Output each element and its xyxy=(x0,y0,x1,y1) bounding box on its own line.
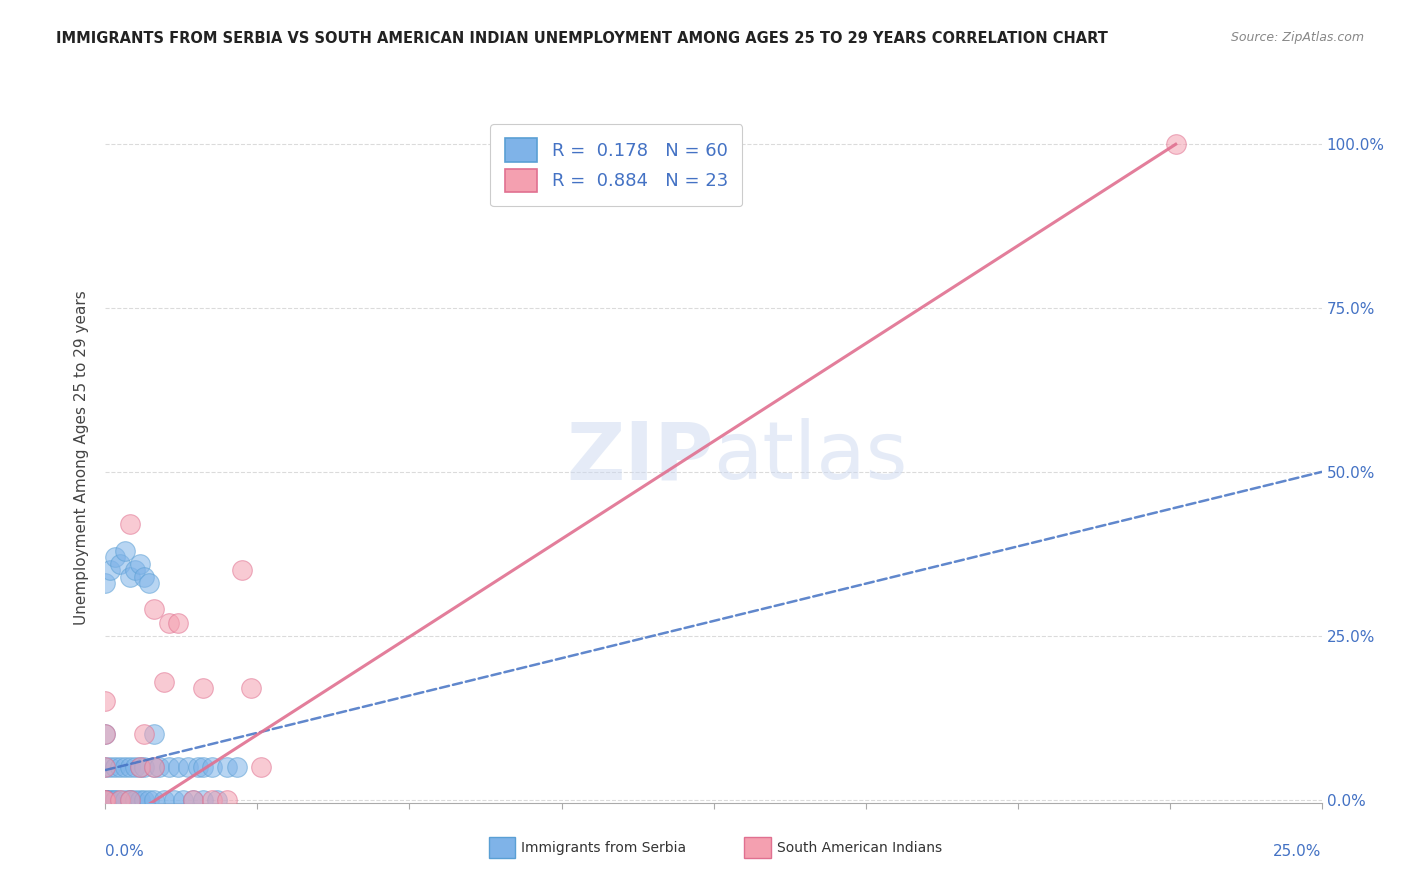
Point xyxy=(94,760,117,774)
Point xyxy=(114,543,136,558)
Point xyxy=(172,792,194,806)
Point xyxy=(138,792,160,806)
Point xyxy=(114,792,136,806)
Point xyxy=(98,563,121,577)
Point xyxy=(128,557,150,571)
Point xyxy=(1164,137,1187,152)
Bar xyxy=(488,838,516,858)
Point xyxy=(118,792,141,806)
Point xyxy=(94,792,117,806)
Point xyxy=(94,694,117,708)
Point xyxy=(134,792,156,806)
Point xyxy=(207,792,229,806)
Point xyxy=(94,792,117,806)
Point xyxy=(98,760,121,774)
Point xyxy=(134,570,156,584)
Point xyxy=(94,792,117,806)
Point xyxy=(250,760,273,774)
Point xyxy=(191,792,214,806)
Text: Immigrants from Serbia: Immigrants from Serbia xyxy=(522,841,686,855)
Point xyxy=(104,792,127,806)
Point xyxy=(118,792,141,806)
Text: 25.0%: 25.0% xyxy=(1274,844,1322,859)
Point xyxy=(134,760,156,774)
Point xyxy=(191,760,214,774)
Point xyxy=(124,760,146,774)
Point xyxy=(94,792,117,806)
Point xyxy=(94,792,117,806)
Point xyxy=(143,760,166,774)
Point xyxy=(231,563,253,577)
Point xyxy=(124,563,146,577)
Point xyxy=(104,792,127,806)
Point xyxy=(104,550,127,565)
Point xyxy=(114,760,136,774)
Text: South American Indians: South American Indians xyxy=(776,841,942,855)
Point xyxy=(217,760,239,774)
Point xyxy=(98,792,121,806)
Point xyxy=(118,792,141,806)
Text: atlas: atlas xyxy=(713,418,908,496)
Point xyxy=(187,760,209,774)
Point xyxy=(148,760,170,774)
Point xyxy=(108,792,131,806)
Point xyxy=(201,760,224,774)
Point xyxy=(143,760,166,774)
Point xyxy=(217,792,239,806)
Point xyxy=(94,792,117,806)
Point xyxy=(108,760,131,774)
Point xyxy=(225,760,247,774)
Point xyxy=(177,760,200,774)
Point xyxy=(94,792,117,806)
Point xyxy=(94,760,117,774)
Point xyxy=(98,792,121,806)
Point xyxy=(94,727,117,741)
Point xyxy=(143,792,166,806)
Point xyxy=(143,602,166,616)
Point xyxy=(181,792,204,806)
Point xyxy=(128,792,150,806)
Text: 0.0%: 0.0% xyxy=(105,844,145,859)
Point xyxy=(157,615,180,630)
Point xyxy=(167,760,190,774)
Point xyxy=(94,792,117,806)
Point xyxy=(108,792,131,806)
Point xyxy=(94,792,117,806)
Point xyxy=(134,727,156,741)
Point xyxy=(167,615,190,630)
Legend: R =  0.178   N = 60, R =  0.884   N = 23: R = 0.178 N = 60, R = 0.884 N = 23 xyxy=(491,124,742,207)
Text: IMMIGRANTS FROM SERBIA VS SOUTH AMERICAN INDIAN UNEMPLOYMENT AMONG AGES 25 TO 29: IMMIGRANTS FROM SERBIA VS SOUTH AMERICAN… xyxy=(56,31,1108,46)
Point xyxy=(143,727,166,741)
Point xyxy=(153,674,176,689)
Point xyxy=(108,557,131,571)
Point xyxy=(240,681,263,695)
Point xyxy=(128,760,150,774)
Bar xyxy=(744,838,770,858)
Point xyxy=(94,576,117,591)
Y-axis label: Unemployment Among Ages 25 to 29 years: Unemployment Among Ages 25 to 29 years xyxy=(75,290,90,624)
Point xyxy=(118,517,141,532)
Point xyxy=(157,760,180,774)
Point xyxy=(124,792,146,806)
Point xyxy=(94,792,117,806)
Point xyxy=(104,760,127,774)
Point xyxy=(128,760,150,774)
Point xyxy=(94,792,117,806)
Point xyxy=(191,681,214,695)
Point xyxy=(118,760,141,774)
Text: Source: ZipAtlas.com: Source: ZipAtlas.com xyxy=(1230,31,1364,45)
Point xyxy=(153,792,176,806)
Point xyxy=(181,792,204,806)
Point xyxy=(94,727,117,741)
Point xyxy=(94,792,117,806)
Text: ZIP: ZIP xyxy=(567,418,713,496)
Point xyxy=(118,570,141,584)
Point xyxy=(201,792,224,806)
Point xyxy=(138,576,160,591)
Point xyxy=(162,792,184,806)
